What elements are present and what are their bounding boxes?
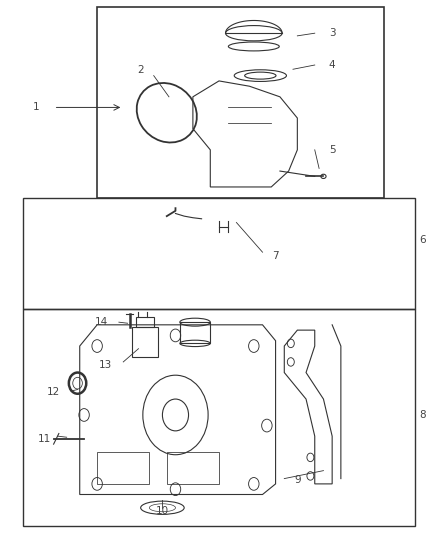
- Text: 8: 8: [419, 410, 426, 420]
- Bar: [180, 322, 210, 343]
- Text: 4: 4: [329, 60, 336, 70]
- Text: 12: 12: [47, 387, 60, 397]
- Text: 13: 13: [99, 360, 113, 369]
- Bar: [136, 317, 154, 327]
- Text: 6: 6: [419, 235, 426, 245]
- Text: 14: 14: [95, 317, 108, 327]
- Bar: [132, 327, 158, 357]
- Bar: [167, 452, 219, 484]
- Text: 1: 1: [33, 102, 39, 112]
- Text: 11: 11: [38, 434, 52, 444]
- Text: 2: 2: [138, 66, 144, 75]
- Text: 10: 10: [156, 506, 169, 516]
- Text: 7: 7: [272, 251, 279, 261]
- Bar: [97, 452, 149, 484]
- Text: 3: 3: [329, 28, 336, 38]
- Text: 9: 9: [294, 475, 300, 484]
- Text: 5: 5: [329, 145, 336, 155]
